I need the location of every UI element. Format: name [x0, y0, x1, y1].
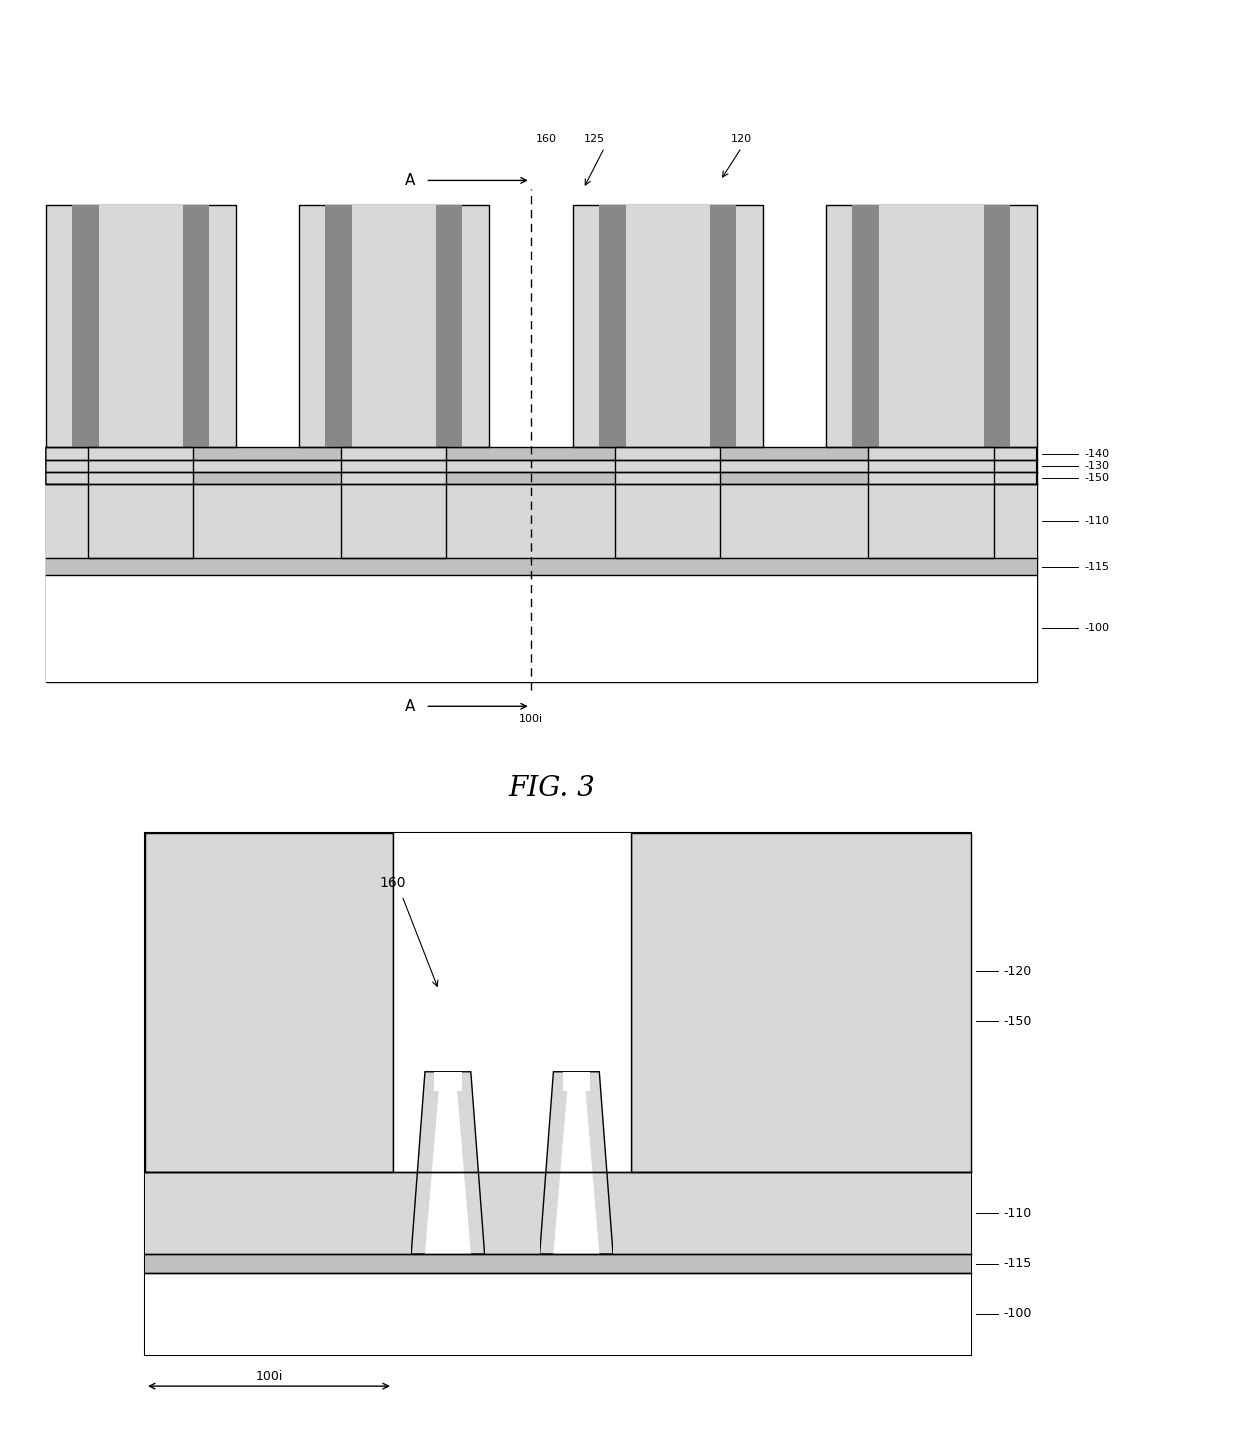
- Bar: [709, 206, 737, 447]
- Text: 125: 125: [583, 134, 605, 144]
- Text: -100: -100: [1084, 623, 1109, 633]
- Text: -100: -100: [1003, 1308, 1032, 1320]
- Bar: [46, 447, 1037, 460]
- Text: -115: -115: [1003, 1258, 1032, 1270]
- Bar: [573, 206, 763, 447]
- Bar: [299, 206, 489, 447]
- Bar: [325, 206, 352, 447]
- Bar: [631, 833, 971, 1172]
- Text: -150: -150: [1003, 1015, 1032, 1027]
- Bar: [393, 1172, 412, 1255]
- Bar: [352, 206, 436, 447]
- Bar: [145, 1255, 971, 1273]
- Bar: [145, 1273, 971, 1355]
- Bar: [393, 833, 631, 1172]
- Polygon shape: [553, 1090, 599, 1255]
- Bar: [46, 574, 1037, 682]
- Bar: [615, 447, 720, 559]
- Bar: [341, 447, 446, 559]
- Bar: [434, 1072, 461, 1090]
- Bar: [46, 484, 1037, 559]
- Bar: [46, 447, 1037, 682]
- Bar: [599, 206, 626, 447]
- Polygon shape: [425, 1090, 471, 1255]
- Bar: [626, 206, 711, 447]
- Text: -115: -115: [1084, 562, 1109, 572]
- Polygon shape: [942, 447, 1037, 484]
- Bar: [145, 1172, 971, 1255]
- Polygon shape: [539, 1072, 613, 1255]
- Text: 100i: 100i: [255, 1370, 283, 1383]
- Text: 100i: 100i: [518, 714, 543, 725]
- Bar: [985, 206, 1011, 447]
- Bar: [878, 206, 985, 447]
- Bar: [485, 1172, 539, 1255]
- Bar: [46, 206, 1037, 447]
- Bar: [184, 206, 210, 447]
- Text: -150: -150: [1084, 473, 1109, 483]
- Bar: [145, 833, 971, 1355]
- Bar: [563, 1072, 590, 1090]
- Text: -120: -120: [1003, 965, 1032, 977]
- Polygon shape: [412, 1072, 485, 1255]
- Bar: [826, 206, 1037, 447]
- Text: 160: 160: [536, 134, 557, 144]
- Bar: [613, 1172, 631, 1255]
- Text: 120: 120: [730, 134, 753, 144]
- Bar: [145, 833, 393, 1172]
- Bar: [436, 206, 463, 447]
- Text: -130: -130: [1084, 462, 1109, 472]
- Bar: [88, 447, 193, 559]
- Bar: [852, 206, 878, 447]
- Polygon shape: [46, 447, 141, 484]
- Text: A: A: [404, 699, 414, 713]
- Bar: [46, 472, 1037, 484]
- Bar: [72, 206, 99, 447]
- Bar: [99, 206, 184, 447]
- Text: -110: -110: [1084, 516, 1109, 526]
- Text: -110: -110: [1003, 1206, 1032, 1220]
- Text: FIG. 3: FIG. 3: [508, 775, 595, 802]
- Bar: [46, 460, 1037, 472]
- Text: -140: -140: [1084, 449, 1110, 459]
- Bar: [868, 447, 994, 559]
- Bar: [46, 559, 1037, 574]
- Text: 160: 160: [379, 876, 405, 890]
- Text: A: A: [404, 173, 414, 187]
- Bar: [46, 206, 236, 447]
